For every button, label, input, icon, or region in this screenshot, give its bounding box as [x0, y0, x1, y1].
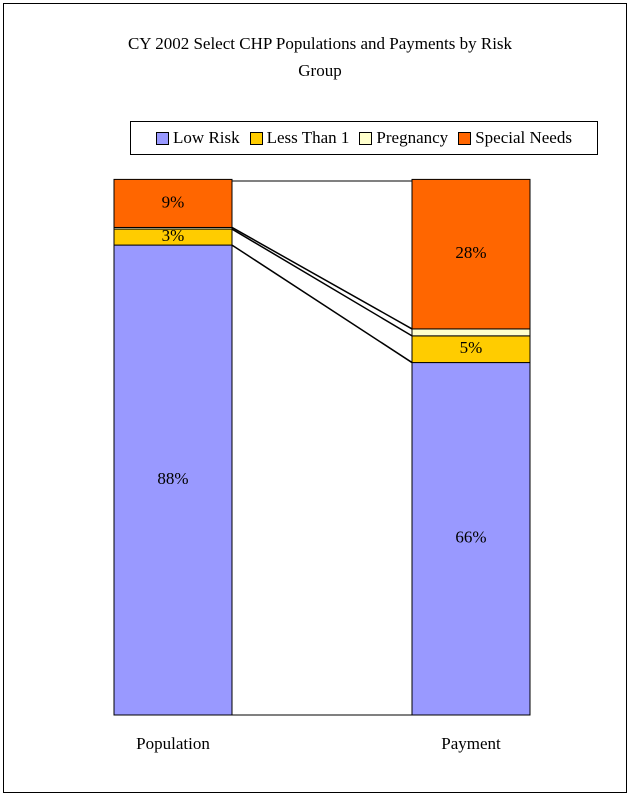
series-line: [231, 244, 413, 364]
chart-title: CY 2002 Select CHP Populations and Payme…: [127, 34, 513, 80]
value-label: 3%: [162, 226, 185, 245]
series-line: [231, 228, 413, 337]
bar-segment: [113, 178, 233, 228]
value-label: 88%: [157, 469, 188, 488]
legend-label: Less Than 1: [266, 128, 350, 147]
value-label: 9%: [162, 192, 185, 211]
legend-label: Pregnancy: [376, 128, 449, 147]
legend-item: Special Needs: [458, 128, 572, 148]
bar-segment: [411, 328, 531, 337]
bar-segment: [411, 178, 531, 330]
value-label: 66%: [455, 528, 486, 547]
x-tick-label: Population: [136, 734, 210, 753]
value-label: 5%: [460, 338, 483, 357]
legend-label: Special Needs: [475, 128, 572, 147]
value-label: 28%: [455, 243, 486, 262]
legend-item: Low Risk: [156, 128, 240, 148]
legend-swatch: [359, 131, 373, 145]
legend: Low Risk Less Than 1 Pregnancy Special Need…: [130, 121, 598, 155]
legend-swatch: [156, 131, 170, 145]
legend-swatch: [458, 131, 472, 145]
bar-segment: [411, 362, 531, 716]
legend-label: Low Risk: [173, 128, 240, 147]
legend-item: Pregnancy: [359, 128, 448, 148]
series-line: [231, 226, 413, 330]
legend-item: Less Than 1: [249, 128, 350, 148]
x-tick-label: Payment: [441, 734, 501, 753]
bar-segment: [411, 335, 531, 364]
legend-swatch: [249, 131, 263, 145]
